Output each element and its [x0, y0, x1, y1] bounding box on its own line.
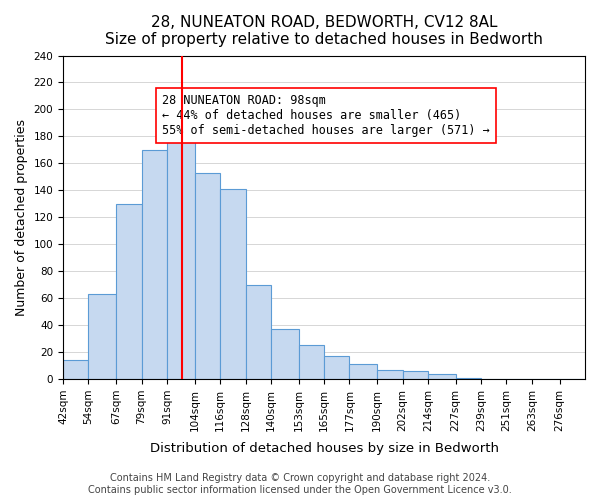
Bar — [271, 329, 299, 379]
Bar — [299, 346, 324, 379]
Bar — [377, 370, 403, 379]
Bar — [167, 110, 194, 379]
Bar — [220, 189, 245, 379]
Bar — [349, 364, 377, 379]
Bar — [88, 294, 116, 379]
Bar — [142, 150, 167, 379]
X-axis label: Distribution of detached houses by size in Bedworth: Distribution of detached houses by size … — [149, 442, 499, 455]
Bar — [403, 371, 428, 379]
Bar — [324, 356, 349, 379]
Text: Contains HM Land Registry data © Crown copyright and database right 2024.
Contai: Contains HM Land Registry data © Crown c… — [88, 474, 512, 495]
Bar — [194, 173, 220, 379]
Bar — [455, 378, 481, 379]
Text: 28 NUNEATON ROAD: 98sqm
← 44% of detached houses are smaller (465)
55% of semi-d: 28 NUNEATON ROAD: 98sqm ← 44% of detache… — [162, 94, 490, 138]
Bar — [63, 360, 88, 379]
Bar — [116, 204, 142, 379]
Bar — [245, 284, 271, 379]
Title: 28, NUNEATON ROAD, BEDWORTH, CV12 8AL
Size of property relative to detached hous: 28, NUNEATON ROAD, BEDWORTH, CV12 8AL Si… — [105, 15, 543, 48]
Y-axis label: Number of detached properties: Number of detached properties — [15, 119, 28, 316]
Bar — [428, 374, 455, 379]
